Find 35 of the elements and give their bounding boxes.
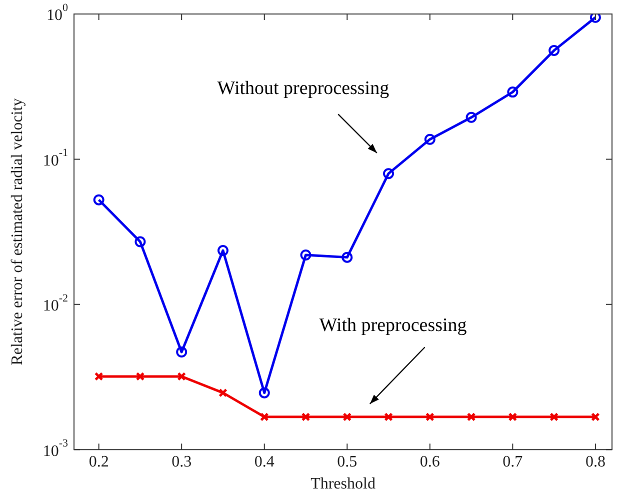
- point: [177, 372, 186, 381]
- point: [218, 388, 228, 398]
- x-tick-label: 0.5: [337, 453, 358, 470]
- annotation: With preprocessing: [319, 314, 468, 336]
- x-tick-label: 0.4: [254, 453, 274, 470]
- point: [548, 44, 560, 56]
- point: [301, 412, 310, 422]
- point: [258, 387, 270, 398]
- point: [300, 249, 312, 260]
- point: [466, 112, 477, 123]
- point: [383, 168, 394, 180]
- point: [425, 412, 434, 422]
- point: [466, 412, 476, 422]
- x-tick-label: 0.7: [502, 453, 523, 470]
- x-tick-label: 0.2: [88, 453, 109, 470]
- annotation: Without preprocessing: [217, 78, 390, 99]
- x-tick-label: 0.8: [585, 453, 606, 470]
- point: [217, 245, 228, 256]
- point: [93, 194, 104, 206]
- point: [550, 412, 558, 422]
- point: [507, 86, 518, 98]
- point: [134, 236, 146, 248]
- point: [136, 372, 145, 381]
- point: [590, 14, 601, 23]
- point: [424, 134, 436, 145]
- x-tick-label: 0.3: [172, 453, 192, 470]
- y-axis-title: Relative error of estimated radial velocity: [8, 98, 26, 366]
- point: [342, 252, 353, 263]
- point: [384, 412, 393, 422]
- x-tick-label: 0.6: [420, 453, 440, 470]
- point: [342, 412, 352, 422]
- x-axis-title: Threshold: [310, 476, 376, 493]
- point: [176, 346, 188, 358]
- point: [508, 412, 518, 422]
- point: [260, 412, 269, 422]
